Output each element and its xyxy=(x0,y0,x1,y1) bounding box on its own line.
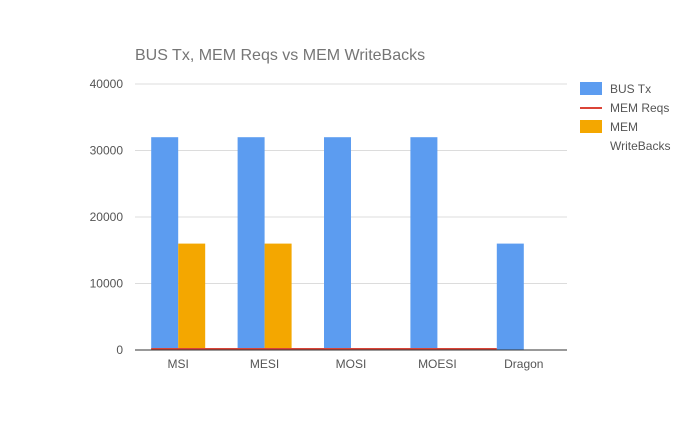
x-tick-labels: MSI MESI MOSI MOESI Dragon xyxy=(168,357,544,371)
y-tick-label: 30000 xyxy=(90,144,124,158)
bar-bus-tx[interactable] xyxy=(324,137,351,350)
y-tick-label: 10000 xyxy=(90,277,124,291)
chart-title: BUS Tx, MEM Reqs vs MEM WriteBacks xyxy=(135,47,425,64)
x-tick-label: MOESI xyxy=(418,357,457,371)
legend-swatch xyxy=(580,82,602,95)
legend-label: BUS Tx xyxy=(610,82,651,96)
legend-swatch xyxy=(580,120,602,133)
x-tick-label: Dragon xyxy=(504,357,543,371)
y-tick-labels: 0 10000 20000 30000 40000 xyxy=(90,77,124,357)
bar-bus-tx[interactable] xyxy=(237,137,265,350)
x-tick-label: MOSI xyxy=(336,357,367,371)
bar-mem-writebacks[interactable] xyxy=(264,243,292,350)
x-tick-label: MSI xyxy=(168,357,189,371)
x-tick-label: MESI xyxy=(250,357,279,371)
y-tick-label: 20000 xyxy=(90,210,124,224)
y-tick-label: 0 xyxy=(116,343,123,357)
legend-label: WriteBacks xyxy=(610,139,670,153)
legend-label: MEM Reqs xyxy=(610,101,669,115)
bar-bus-tx[interactable] xyxy=(151,137,179,350)
bar-bus-tx[interactable] xyxy=(496,243,524,350)
legend-label: MEM xyxy=(610,120,638,134)
y-tick-label: 40000 xyxy=(90,77,124,91)
bar-bus-tx[interactable] xyxy=(410,137,438,350)
bars xyxy=(151,137,524,350)
legend[interactable]: BUS Tx MEM Reqs MEM WriteBacks xyxy=(580,82,670,153)
bar-mem-writebacks[interactable] xyxy=(178,243,206,350)
